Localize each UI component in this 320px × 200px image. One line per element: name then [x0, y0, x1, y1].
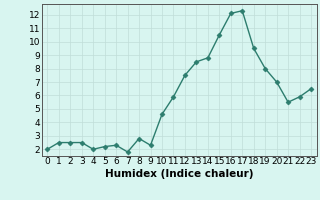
- X-axis label: Humidex (Indice chaleur): Humidex (Indice chaleur): [105, 169, 253, 179]
